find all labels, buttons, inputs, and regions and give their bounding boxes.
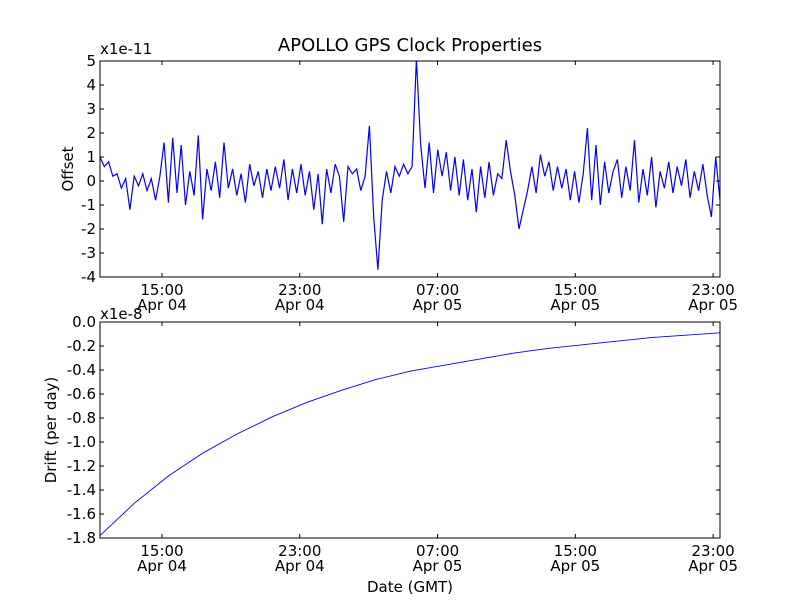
y-tick-label: 4	[86, 76, 96, 94]
drift-axes: 0.0 -0.2 -0.4 -0.6 -0.8 -1.0 -1.2 -1.4 -1.6 -1.8 1…	[67, 313, 738, 575]
x-tick-label-time: 15:00	[554, 281, 597, 299]
x-tick-label-date: Apr 05	[688, 557, 738, 575]
y-tick-label: -1.4	[67, 481, 96, 499]
x-tick-label-time: 07:00	[416, 281, 459, 299]
x-tick-label-date: Apr 04	[275, 296, 325, 314]
bottom-y-multiplier: x1e-8	[100, 305, 143, 323]
y-tick-label: -1	[81, 196, 96, 214]
y-tick-label: -0.2	[67, 337, 96, 355]
chart-title: APOLLO GPS Clock Properties	[278, 35, 542, 56]
x-tick-label-date: Apr 04	[137, 296, 187, 314]
x-tick-label-date: Apr 04	[137, 557, 187, 575]
x-tick-label-time: 07:00	[416, 542, 459, 560]
y-tick-label: 5	[86, 52, 96, 70]
x-tick-label-time: 23:00	[278, 281, 321, 299]
x-tick-label-date: Apr 05	[413, 296, 463, 314]
y-tick-label: -0.8	[67, 409, 96, 427]
x-tick-label-date: Apr 05	[413, 557, 463, 575]
x-tick-label-time: 23:00	[691, 542, 734, 560]
y-tick-label: -0.4	[67, 361, 96, 379]
x-axis-label: Date (GMT)	[367, 578, 453, 596]
y-tick-label: -3	[81, 244, 96, 262]
x-tick-label-time: 15:00	[140, 281, 183, 299]
x-tick-label-date: Apr 05	[550, 557, 600, 575]
bottom-y-label: Drift (per day)	[42, 377, 60, 484]
y-tick-label: -2	[81, 220, 96, 238]
y-tick-label: 0	[86, 172, 96, 190]
x-tick-label-date: Apr 05	[550, 296, 600, 314]
x-tick-label-time: 23:00	[278, 542, 321, 560]
top-y-multiplier: x1e-11	[100, 40, 152, 58]
y-tick-label: -1.8	[67, 529, 96, 547]
y-tick-label: -1.2	[67, 457, 96, 475]
series-line-drift	[100, 332, 720, 536]
axes-frame	[99, 60, 721, 278]
x-tick-label-date: Apr 04	[275, 557, 325, 575]
top-y-label: Offset	[59, 146, 77, 191]
y-tick-label: -1.0	[67, 433, 96, 451]
x-tick-label-time: 15:00	[554, 542, 597, 560]
y-tick-label: -1.6	[67, 505, 96, 523]
axes-frame	[99, 321, 721, 539]
x-tick-label-date: Apr 05	[688, 296, 738, 314]
y-tick-label: -4	[81, 268, 96, 286]
y-tick-label: 1	[86, 148, 96, 166]
x-tick-label-time: 23:00	[691, 281, 734, 299]
series-line-offset	[100, 61, 720, 270]
y-tick-label: 0.0	[72, 313, 96, 331]
y-tick-label: 2	[86, 124, 96, 142]
x-tick-label-time: 15:00	[140, 542, 183, 560]
y-tick-label: 3	[86, 100, 96, 118]
y-tick-label: -0.6	[67, 385, 96, 403]
